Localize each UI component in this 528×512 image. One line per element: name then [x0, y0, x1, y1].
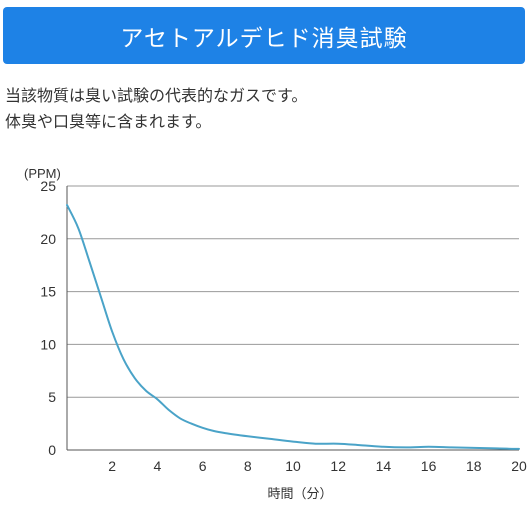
x-tick-label: 4: [154, 458, 162, 474]
y-tick-label: 0: [48, 442, 56, 458]
grid: [67, 185, 519, 398]
x-tick-label: 8: [244, 458, 252, 474]
description-line: 体臭や口臭等に含まれます。: [5, 112, 212, 131]
description: 当該物質は臭い試験の代表的なガスです。 体臭や口臭等に含まれます。: [5, 83, 520, 135]
y-axis-label: (PPM): [24, 166, 61, 181]
description-line: 当該物質は臭い試験の代表的なガスです。: [5, 86, 308, 105]
series-line: [66, 204, 520, 450]
axes: [66, 186, 519, 451]
y-tick-label: 10: [40, 336, 56, 352]
x-axis-label: 時間（分）: [267, 487, 332, 502]
x-tick-label: 12: [330, 458, 346, 474]
x-tick-label: 10: [285, 458, 301, 474]
title-banner: アセトアルデヒド消臭試験: [3, 7, 525, 64]
banner-title: アセトアルデヒド消臭試験: [120, 25, 408, 52]
x-tick-labels: 2 4 6 8 10 12 14 16 18 20: [108, 458, 527, 474]
y-tick-label: 5: [48, 389, 56, 405]
y-tick-label: 20: [40, 231, 56, 247]
y-tick-labels: 0 5 10 15 20 25: [40, 178, 56, 458]
y-tick-label: 15: [40, 284, 56, 300]
x-tick-label: 20: [511, 458, 527, 474]
y-tick-label: 25: [40, 178, 56, 194]
x-tick-label: 14: [376, 458, 392, 474]
x-tick-label: 18: [466, 458, 482, 474]
x-tick-label: 6: [199, 458, 207, 474]
x-tick-label: 16: [421, 458, 437, 474]
x-tick-label: 2: [108, 458, 116, 474]
